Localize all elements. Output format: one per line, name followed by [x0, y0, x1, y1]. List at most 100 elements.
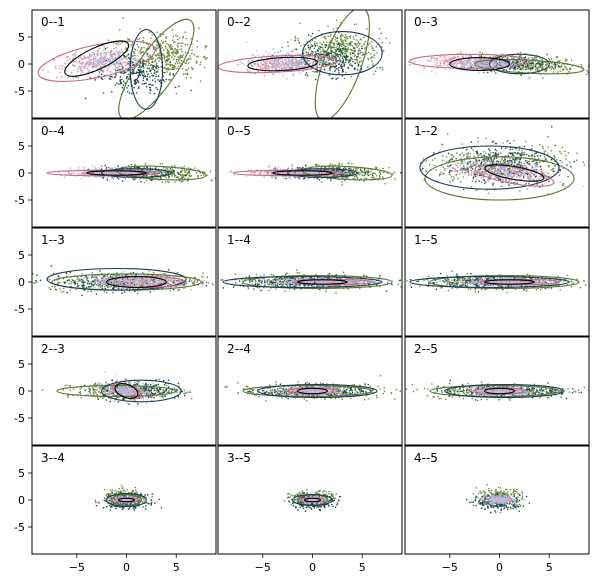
data-point — [120, 72, 122, 74]
data-point — [293, 73, 296, 76]
data-point — [135, 62, 137, 64]
data-point — [294, 61, 296, 63]
data-point — [349, 42, 352, 45]
data-point — [339, 34, 342, 37]
data-point — [144, 162, 147, 165]
data-point — [505, 69, 508, 71]
data-point — [142, 39, 144, 42]
data-point — [274, 167, 276, 169]
data-point — [550, 68, 553, 70]
data-point — [270, 62, 273, 65]
data-point — [327, 53, 330, 56]
data-point — [128, 60, 131, 63]
data-point — [546, 63, 548, 66]
data-point — [295, 63, 297, 66]
data-point — [430, 58, 432, 60]
data-point — [497, 62, 500, 65]
data-point — [177, 56, 179, 58]
data-point — [174, 174, 176, 177]
data-point — [458, 62, 461, 64]
data-point — [128, 92, 131, 94]
data-point — [295, 66, 298, 68]
data-point — [298, 177, 301, 180]
data-point — [165, 36, 168, 38]
data-point — [167, 50, 170, 52]
data-point — [491, 71, 493, 73]
data-point — [129, 172, 132, 174]
data-point — [381, 41, 384, 44]
data-point — [564, 65, 566, 68]
data-point — [119, 81, 122, 84]
data-point — [141, 51, 144, 54]
data-point — [125, 77, 128, 80]
data-point — [104, 57, 107, 60]
data-point — [126, 87, 128, 89]
data-point — [257, 70, 260, 72]
data-point — [174, 41, 176, 43]
data-point — [123, 54, 125, 57]
data-point — [123, 56, 126, 58]
data-point — [102, 49, 105, 51]
data-point — [287, 45, 290, 47]
data-point — [124, 61, 126, 63]
data-point — [270, 66, 273, 69]
data-point — [315, 163, 318, 166]
data-point — [304, 48, 307, 50]
data-point — [352, 168, 355, 171]
data-point — [159, 163, 162, 165]
data-point — [504, 63, 506, 66]
data-point — [373, 73, 375, 76]
data-point — [203, 66, 206, 69]
data-point — [63, 66, 66, 69]
data-point — [163, 71, 165, 74]
data-point — [100, 54, 102, 57]
data-point — [548, 66, 551, 69]
data-point — [520, 74, 522, 76]
data-point — [536, 63, 538, 65]
data-point — [481, 65, 483, 67]
data-point — [105, 167, 108, 169]
data-point — [370, 170, 372, 173]
data-point — [247, 60, 250, 62]
data-point — [136, 71, 138, 73]
data-point — [195, 60, 198, 62]
data-point — [328, 41, 331, 44]
data-point — [353, 38, 355, 40]
data-point — [69, 167, 72, 169]
data-point — [359, 65, 362, 68]
data-point — [558, 60, 560, 62]
data-point — [127, 84, 130, 87]
data-point — [95, 57, 97, 59]
data-point — [61, 65, 64, 67]
data-point — [272, 63, 275, 65]
data-point — [58, 67, 60, 70]
data-point — [173, 41, 175, 43]
data-point — [561, 68, 564, 71]
data-point — [126, 62, 128, 64]
data-point — [313, 71, 316, 73]
data-point — [302, 59, 304, 62]
data-point — [169, 65, 172, 67]
data-point — [371, 45, 373, 47]
data-point — [140, 180, 142, 183]
panel-label: 0--4 — [41, 124, 65, 138]
data-point — [292, 58, 294, 60]
data-point — [296, 64, 299, 67]
data-point — [108, 75, 110, 78]
data-point — [87, 56, 90, 59]
data-point — [166, 59, 168, 61]
data-point — [301, 62, 304, 64]
data-point — [472, 65, 474, 67]
data-point — [152, 68, 154, 70]
data-point — [348, 162, 350, 164]
data-point — [479, 61, 481, 64]
data-point — [169, 54, 171, 57]
data-point — [173, 66, 175, 68]
data-point — [311, 51, 314, 53]
data-point — [347, 47, 350, 49]
data-point — [255, 50, 258, 52]
data-point — [95, 171, 98, 174]
data-point — [281, 46, 283, 49]
data-point — [119, 59, 121, 62]
data-point — [484, 55, 486, 58]
